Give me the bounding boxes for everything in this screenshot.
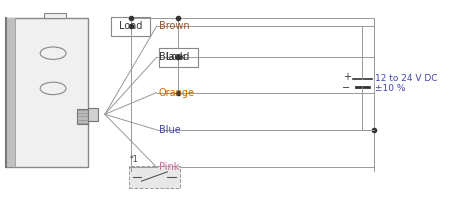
- Bar: [111, 17, 150, 35]
- Text: Load: Load: [166, 52, 190, 62]
- Text: −: −: [342, 83, 351, 93]
- Text: Orange: Orange: [159, 88, 195, 98]
- Text: ±10 %: ±10 %: [375, 84, 405, 93]
- Bar: [45, 13, 66, 18]
- Text: Brown: Brown: [159, 21, 189, 31]
- Text: 12 to 24 V DC: 12 to 24 V DC: [375, 74, 438, 83]
- Text: Black: Black: [159, 52, 185, 62]
- Bar: [129, 166, 180, 188]
- Text: Pink: Pink: [159, 162, 179, 172]
- Text: *1: *1: [130, 155, 138, 164]
- Bar: [159, 48, 198, 67]
- Bar: [77, 109, 88, 124]
- Text: Blue: Blue: [159, 125, 180, 135]
- Bar: [88, 108, 99, 121]
- Text: Load: Load: [119, 21, 142, 31]
- Text: +: +: [342, 72, 351, 82]
- Bar: [6, 18, 88, 167]
- Bar: [6, 18, 15, 167]
